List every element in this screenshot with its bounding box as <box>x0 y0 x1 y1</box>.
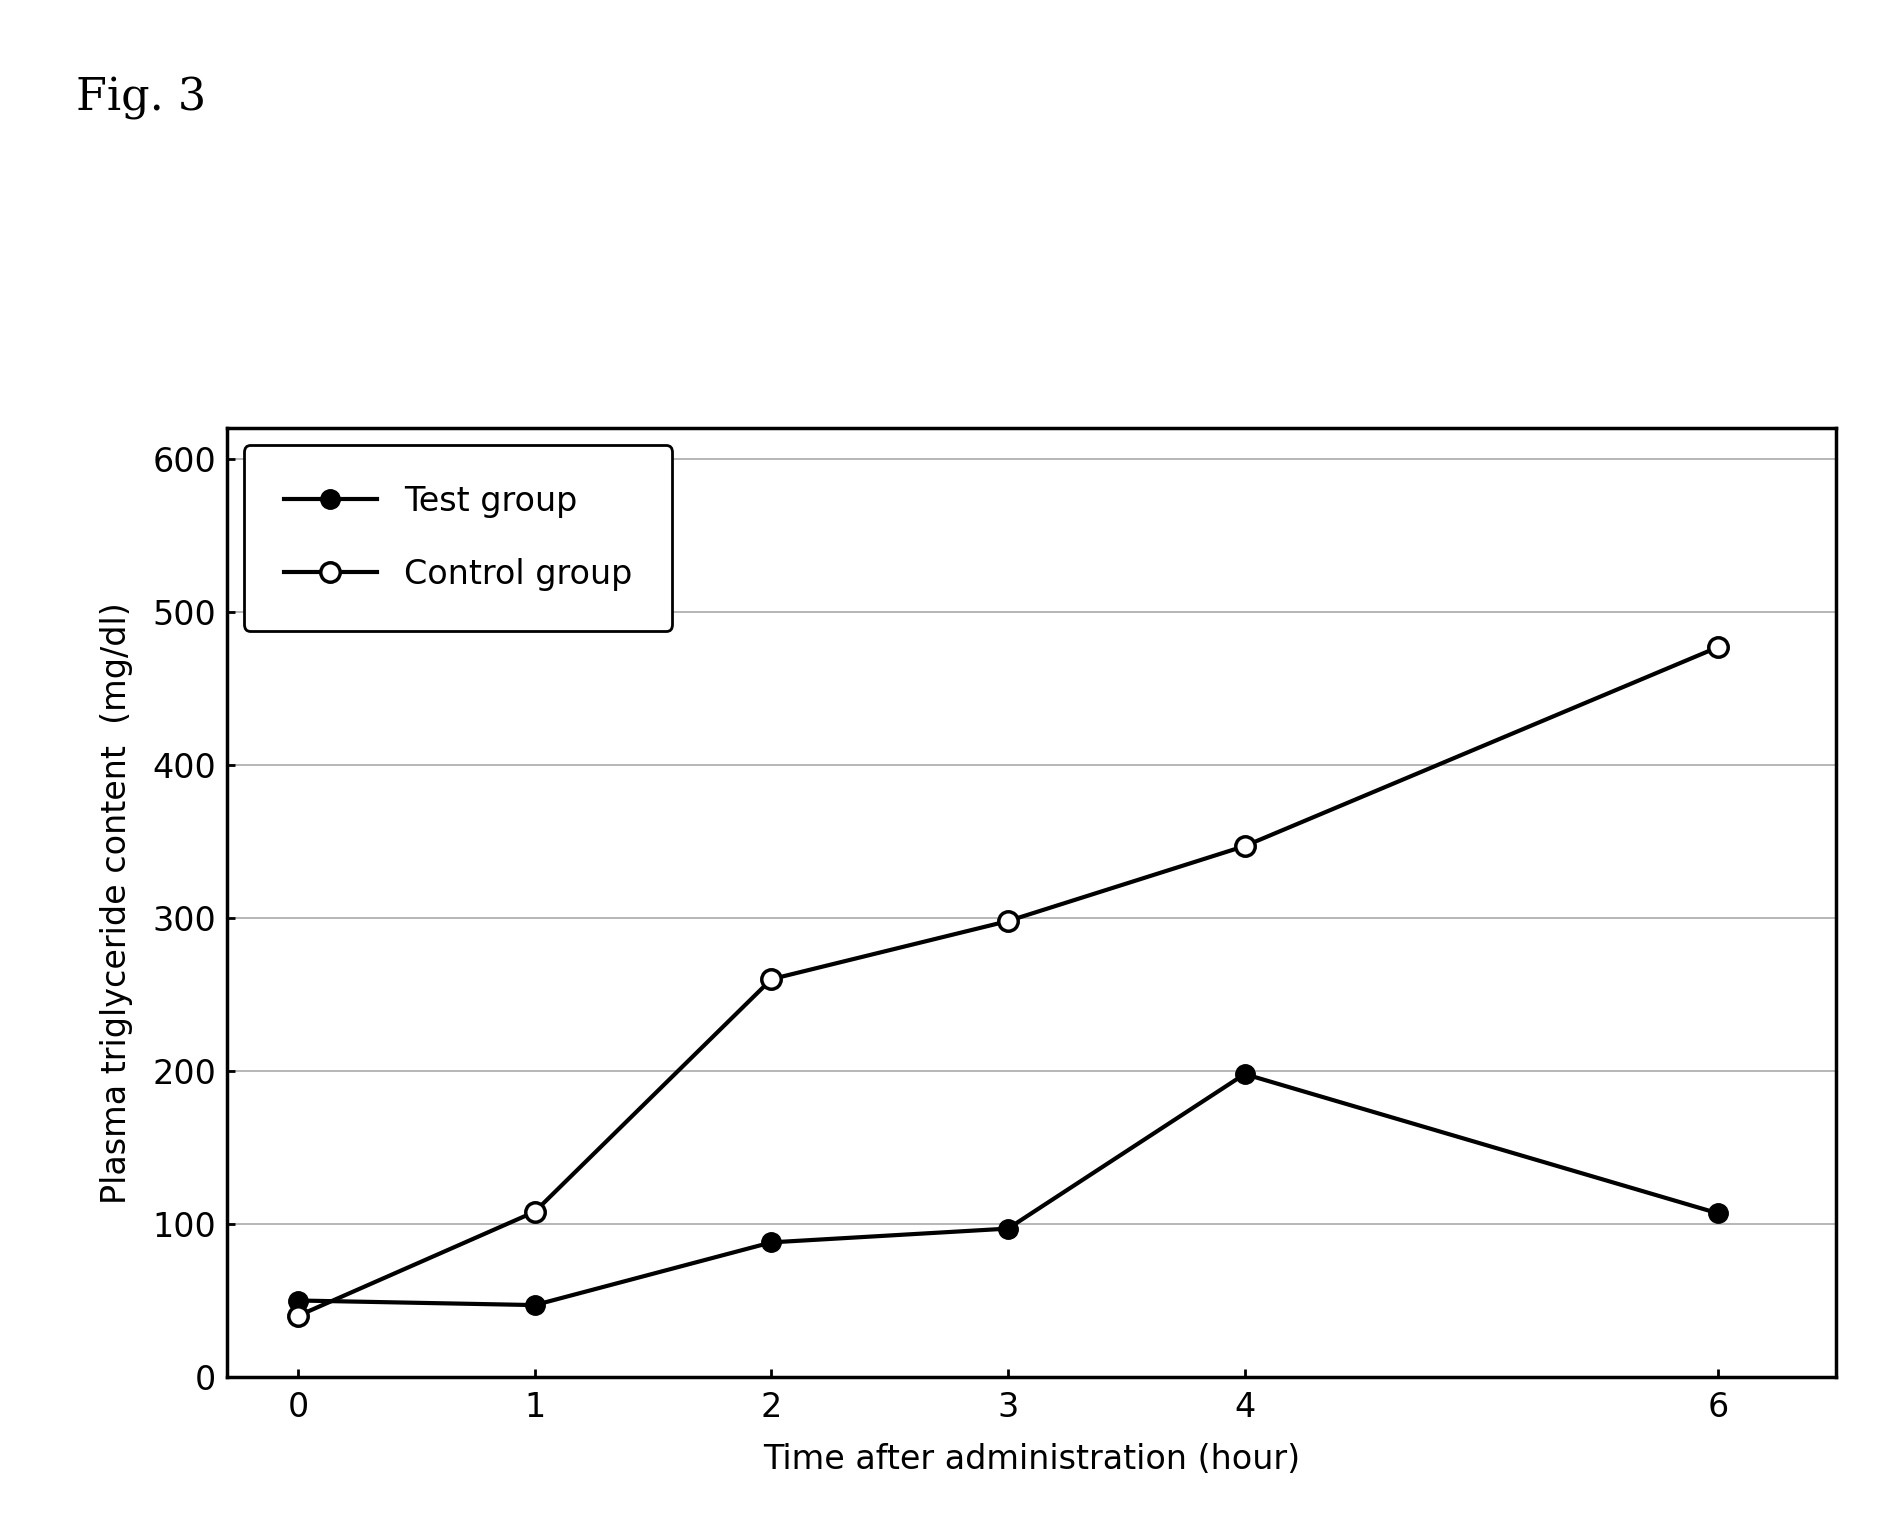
Control group <box>998 912 1020 930</box>
Line: Control group: Control group <box>288 638 1728 1325</box>
Test group <box>998 1219 1020 1238</box>
Test group <box>522 1296 547 1314</box>
Control group <box>761 970 784 988</box>
Control group <box>1707 638 1730 656</box>
Control group <box>522 1203 547 1221</box>
Test group <box>1707 1204 1730 1222</box>
Control group <box>1234 837 1257 855</box>
Y-axis label: Plasma triglyceride content  (mg/dl): Plasma triglyceride content (mg/dl) <box>100 601 133 1204</box>
X-axis label: Time after administration (hour): Time after administration (hour) <box>763 1443 1300 1476</box>
Legend: Test group, Control group: Test group, Control group <box>244 445 672 630</box>
Test group <box>761 1233 784 1252</box>
Control group <box>288 1307 310 1325</box>
Test group <box>1234 1065 1257 1083</box>
Line: Test group: Test group <box>288 1065 1728 1314</box>
Test group <box>288 1291 310 1310</box>
Text: Fig. 3: Fig. 3 <box>76 76 206 119</box>
